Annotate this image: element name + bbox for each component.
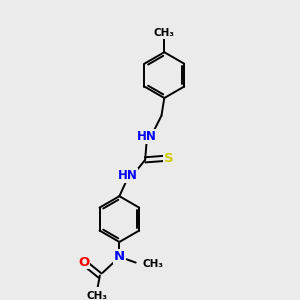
Text: CH₃: CH₃ — [86, 291, 107, 300]
Text: S: S — [164, 152, 173, 165]
Text: CH₃: CH₃ — [154, 28, 175, 38]
Text: CH₃: CH₃ — [143, 259, 164, 269]
Text: N: N — [114, 250, 125, 263]
Text: HN: HN — [136, 130, 157, 143]
Text: O: O — [78, 256, 89, 268]
Text: HN: HN — [118, 169, 137, 182]
